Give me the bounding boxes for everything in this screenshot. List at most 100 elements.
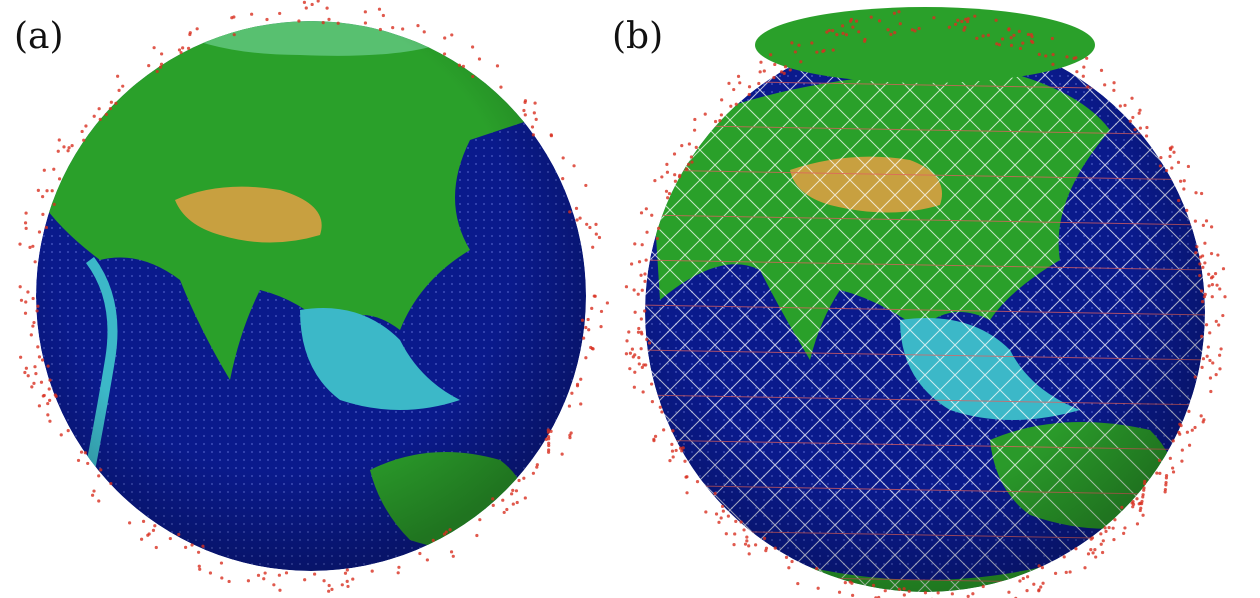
satellite-dot xyxy=(535,463,539,467)
satellite-dot xyxy=(109,481,113,486)
satellite-dot xyxy=(177,48,182,52)
satellite-dot xyxy=(640,332,644,336)
satellite-dot xyxy=(599,309,604,314)
satellite-dot xyxy=(815,566,819,571)
satellite-dot xyxy=(1041,581,1045,585)
satellite-dot xyxy=(401,27,405,31)
satellite-dot xyxy=(637,326,641,331)
satellite-dot xyxy=(396,571,400,575)
satellite-dot xyxy=(546,434,551,439)
satellite-dot xyxy=(816,586,820,590)
satellite-dot xyxy=(351,577,355,581)
satellite-dot xyxy=(580,318,585,322)
satellite-dot xyxy=(932,16,936,20)
satellite-dot xyxy=(757,81,761,86)
satellite-dot xyxy=(146,533,150,537)
satellite-dot xyxy=(1176,160,1181,164)
satellite-dot xyxy=(782,71,786,75)
satellite-dot xyxy=(310,2,314,7)
globe-a xyxy=(36,21,586,571)
satellite-dot xyxy=(837,590,842,594)
satellite-dot xyxy=(37,230,42,234)
satellite-dot xyxy=(327,17,331,21)
satellite-dot xyxy=(745,539,749,543)
satellite-dot xyxy=(1185,208,1189,213)
satellite-dot xyxy=(910,28,914,32)
satellite-dot xyxy=(531,471,535,475)
satellite-dot xyxy=(418,551,422,556)
satellite-dot xyxy=(1200,334,1204,338)
satellite-dot xyxy=(46,364,50,368)
satellite-dot xyxy=(28,245,32,249)
satellite-dot xyxy=(116,74,120,78)
satellite-dot xyxy=(821,49,825,53)
satellite-dot xyxy=(523,100,527,104)
satellite-dot xyxy=(677,175,682,179)
satellite-dot xyxy=(1137,111,1141,115)
satellite-dot xyxy=(810,41,814,45)
satellite-dot xyxy=(1209,252,1214,256)
satellite-dot xyxy=(1112,81,1116,85)
satellite-dot xyxy=(1051,52,1055,57)
satellite-dot xyxy=(422,30,426,34)
satellite-dot xyxy=(947,25,951,29)
satellite-dot xyxy=(1085,56,1089,60)
satellite-dot xyxy=(104,112,108,117)
satellite-dot xyxy=(1103,526,1107,530)
satellite-dot xyxy=(36,304,40,308)
satellite-dot xyxy=(729,104,733,108)
satellite-dot xyxy=(263,571,267,575)
satellite-dot xyxy=(653,178,657,183)
satellite-dot xyxy=(1218,287,1222,291)
satellite-dot xyxy=(1120,505,1124,509)
satellite-dot xyxy=(892,11,897,15)
satellite-dot xyxy=(56,149,60,153)
satellite-dot xyxy=(632,385,636,389)
satellite-dot xyxy=(758,70,762,74)
satellite-dot xyxy=(46,401,50,406)
satellite-dot xyxy=(1094,555,1098,559)
satellite-dot xyxy=(327,583,331,588)
satellite-dot xyxy=(721,509,725,513)
satellite-dot xyxy=(41,195,45,199)
satellite-dot xyxy=(31,296,35,301)
satellite-dot xyxy=(1178,432,1182,436)
satellite-dot xyxy=(321,21,325,25)
satellite-dot xyxy=(642,363,646,367)
satellite-dot xyxy=(514,489,519,493)
satellite-dot xyxy=(92,114,96,118)
satellite-dot xyxy=(1198,262,1202,266)
satellite-dot xyxy=(448,528,452,532)
satellite-dot xyxy=(637,362,641,366)
satellite-dot xyxy=(491,503,495,507)
satellite-dot xyxy=(1131,502,1136,507)
link-line xyxy=(1210,30,1260,598)
satellite-dot xyxy=(52,167,56,171)
satellite-dot xyxy=(981,584,985,589)
satellite-dot xyxy=(303,578,307,582)
satellite-dot xyxy=(1025,575,1030,579)
satellite-dot xyxy=(201,544,205,548)
satellite-dot xyxy=(1221,313,1225,318)
satellite-dot xyxy=(687,162,691,166)
satellite-dot xyxy=(660,175,664,179)
satellite-dot xyxy=(262,577,266,581)
satellite-dot xyxy=(97,499,101,503)
satellite-dot xyxy=(363,21,368,25)
satellite-dot xyxy=(717,520,721,524)
satellite-dot xyxy=(665,162,669,166)
satellite-dot xyxy=(680,144,684,148)
satellite-dot xyxy=(1053,571,1058,576)
satellite-dot xyxy=(272,583,276,587)
satellite-dot xyxy=(953,22,958,26)
satellite-dot xyxy=(1180,459,1184,463)
satellite-dot xyxy=(747,552,751,556)
satellite-dot xyxy=(694,145,698,149)
satellite-dot xyxy=(24,211,28,215)
satellite-dot xyxy=(1223,295,1227,299)
satellite-dot xyxy=(1193,219,1197,223)
satellite-dot xyxy=(582,336,586,340)
satellite-dot xyxy=(1203,261,1207,265)
satellite-dot xyxy=(897,587,901,591)
satellite-dot xyxy=(37,355,42,359)
